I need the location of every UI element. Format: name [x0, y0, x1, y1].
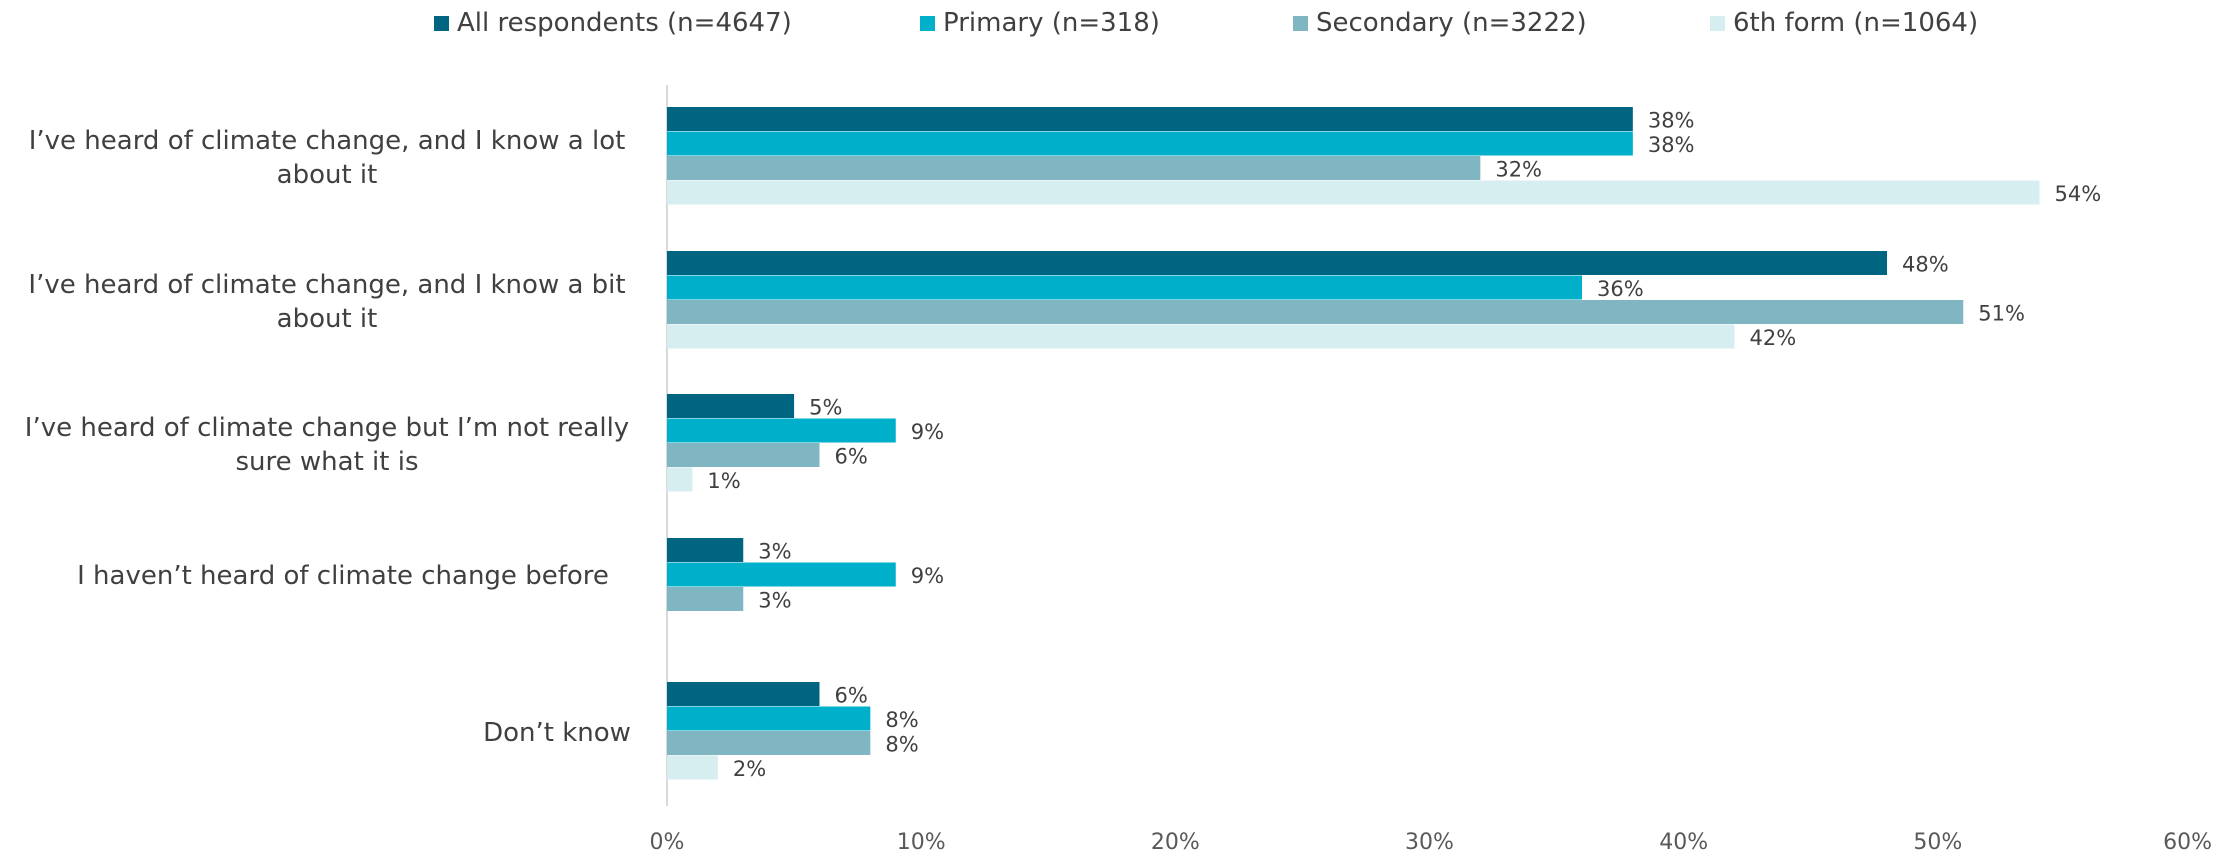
legend-label: 6th form (n=1064) [1733, 8, 1979, 38]
category-label-line: I’ve heard of climate change but I’m not… [25, 413, 629, 443]
bar [667, 562, 896, 587]
data-label: 38% [1648, 133, 1695, 157]
category-label-line: about it [277, 160, 378, 190]
bar [667, 538, 744, 562]
data-label: 36% [1597, 277, 1644, 301]
data-label: 48% [1902, 252, 1949, 276]
x-tick-label: 40% [1659, 830, 1708, 851]
category-label: I’ve heard of climate change, and I know… [28, 270, 625, 334]
bar [667, 251, 1887, 275]
category-label: I haven’t heard of climate change before [77, 561, 609, 591]
x-tick-label: 60% [2163, 830, 2212, 851]
bar [667, 443, 820, 467]
bar [667, 324, 1735, 349]
category-label-line: I’ve heard of climate change, and I know… [28, 270, 625, 300]
legend-label: All respondents (n=4647) [457, 8, 792, 38]
bar [667, 394, 795, 418]
data-label: 3% [758, 588, 791, 612]
bar [667, 418, 896, 443]
data-label: 1% [707, 469, 740, 493]
data-label: 9% [911, 564, 944, 588]
data-label: 6% [835, 683, 868, 707]
legend-swatch [1710, 15, 1725, 31]
data-label: 38% [1648, 108, 1695, 132]
category-label: I’ve heard of climate change, and I know… [29, 126, 626, 190]
data-label: 3% [758, 539, 791, 563]
category-label-line: sure what it is [236, 447, 419, 477]
category-label: Don’t know [483, 718, 631, 748]
category-label-line: I haven’t heard of climate change before [77, 561, 609, 591]
legend-item: All respondents (n=4647) [434, 8, 792, 38]
x-tick-label: 10% [897, 830, 946, 851]
legend-item: Secondary (n=3222) [1293, 8, 1587, 38]
bar [667, 275, 1582, 300]
category-label-line: I’ve heard of climate change, and I know… [29, 126, 626, 156]
bar [667, 755, 718, 780]
legend-item: 6th form (n=1064) [1710, 8, 1978, 38]
bar [667, 107, 1633, 131]
data-label: 8% [885, 732, 918, 756]
legend-label: Secondary (n=3222) [1316, 8, 1587, 38]
bar [667, 300, 1964, 324]
bar [667, 682, 820, 706]
data-label: 2% [733, 757, 766, 781]
data-label: 51% [1978, 301, 2025, 325]
data-label: 9% [911, 420, 944, 444]
category-label: I’ve heard of climate change but I’m not… [25, 413, 629, 477]
data-label: 32% [1495, 157, 1542, 181]
legend-swatch [434, 15, 449, 31]
data-label: 54% [2055, 182, 2102, 206]
data-label: 42% [1750, 326, 1797, 350]
legend-swatch [920, 15, 935, 31]
legend-label: Primary (n=318) [943, 8, 1160, 38]
x-tick-label: 0% [650, 830, 685, 851]
bar [667, 731, 871, 755]
bar [667, 180, 2040, 205]
legend-item: Primary (n=318) [920, 8, 1160, 38]
x-tick-label: 30% [1405, 830, 1454, 851]
legend-swatch [1293, 15, 1308, 31]
category-label-line: Don’t know [483, 718, 631, 748]
data-label: 6% [835, 444, 868, 468]
x-tick-label: 50% [1913, 830, 1962, 851]
bar [667, 706, 871, 731]
data-label: 5% [809, 395, 842, 419]
category-label-line: about it [277, 304, 378, 334]
x-tick-label: 20% [1151, 830, 1200, 851]
legend: All respondents (n=4647) Primary (n=318) S… [0, 8, 2216, 48]
data-label: 8% [885, 708, 918, 732]
bar [667, 131, 1633, 156]
bar [667, 467, 693, 492]
bar [667, 587, 744, 611]
bar [667, 156, 1481, 180]
